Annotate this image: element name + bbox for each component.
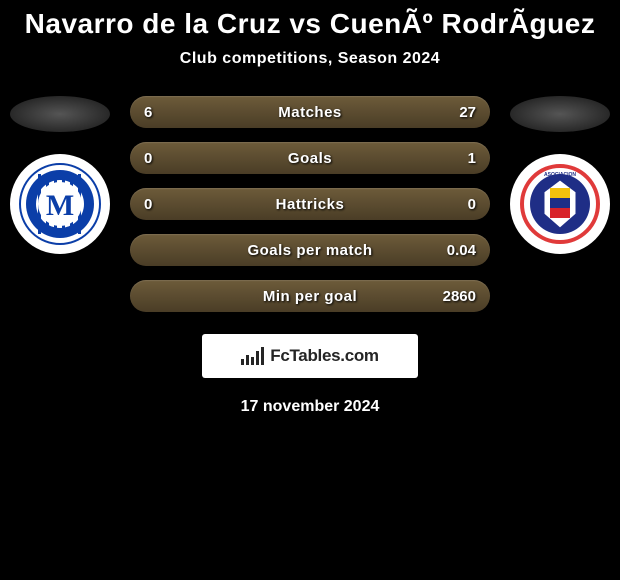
stat-row-goals-per-match: Goals per match 0.04 (130, 234, 490, 266)
millonarios-logo: M (18, 162, 102, 246)
right-club-badge: ASOCIACION (510, 154, 610, 254)
stat-label: Goals per match (247, 242, 372, 259)
stat-right-value: 27 (459, 104, 476, 121)
stat-left-value: 0 (144, 196, 152, 213)
footer-brand-box[interactable]: FcTables.com (202, 334, 418, 378)
stat-row-matches: 6 Matches 27 (130, 96, 490, 128)
stat-right-value: 0 (468, 196, 476, 213)
stat-label: Min per goal (263, 288, 357, 305)
main-content: M ASOCIACION 6 (0, 96, 620, 416)
stat-right-value: 0.04 (447, 242, 476, 259)
left-player-avatar (10, 96, 110, 132)
stat-right-value: 1 (468, 150, 476, 167)
right-player-avatar (510, 96, 610, 132)
bar-chart-icon (241, 347, 264, 365)
stat-label: Matches (278, 104, 342, 121)
stats-column: 6 Matches 27 0 Goals 1 0 Hattricks 0 Goa… (130, 96, 490, 312)
svg-text:M: M (46, 189, 74, 222)
stat-row-goals: 0 Goals 1 (130, 142, 490, 174)
deportivo-pasto-logo: ASOCIACION (518, 162, 602, 246)
comparison-card: Navarro de la Cruz vs CuenÃº RodrÃ­guez … (0, 0, 620, 416)
stat-left-value: 6 (144, 104, 152, 121)
left-club-badge: M (10, 154, 110, 254)
right-player-column: ASOCIACION (510, 96, 610, 254)
page-title: Navarro de la Cruz vs CuenÃº RodrÃ­guez (0, 4, 620, 50)
svg-text:ASOCIACION: ASOCIACION (544, 172, 576, 178)
stat-left-value: 0 (144, 150, 152, 167)
stat-row-hattricks: 0 Hattricks 0 (130, 188, 490, 220)
stat-label: Goals (288, 150, 332, 167)
stat-row-min-per-goal: Min per goal 2860 (130, 280, 490, 312)
subtitle: Club competitions, Season 2024 (0, 50, 620, 68)
date-text: 17 november 2024 (0, 398, 620, 416)
footer-brand-text: FcTables.com (270, 346, 379, 366)
stat-label: Hattricks (276, 196, 345, 213)
left-player-column: M (10, 96, 110, 254)
stat-right-value: 2860 (443, 288, 476, 305)
